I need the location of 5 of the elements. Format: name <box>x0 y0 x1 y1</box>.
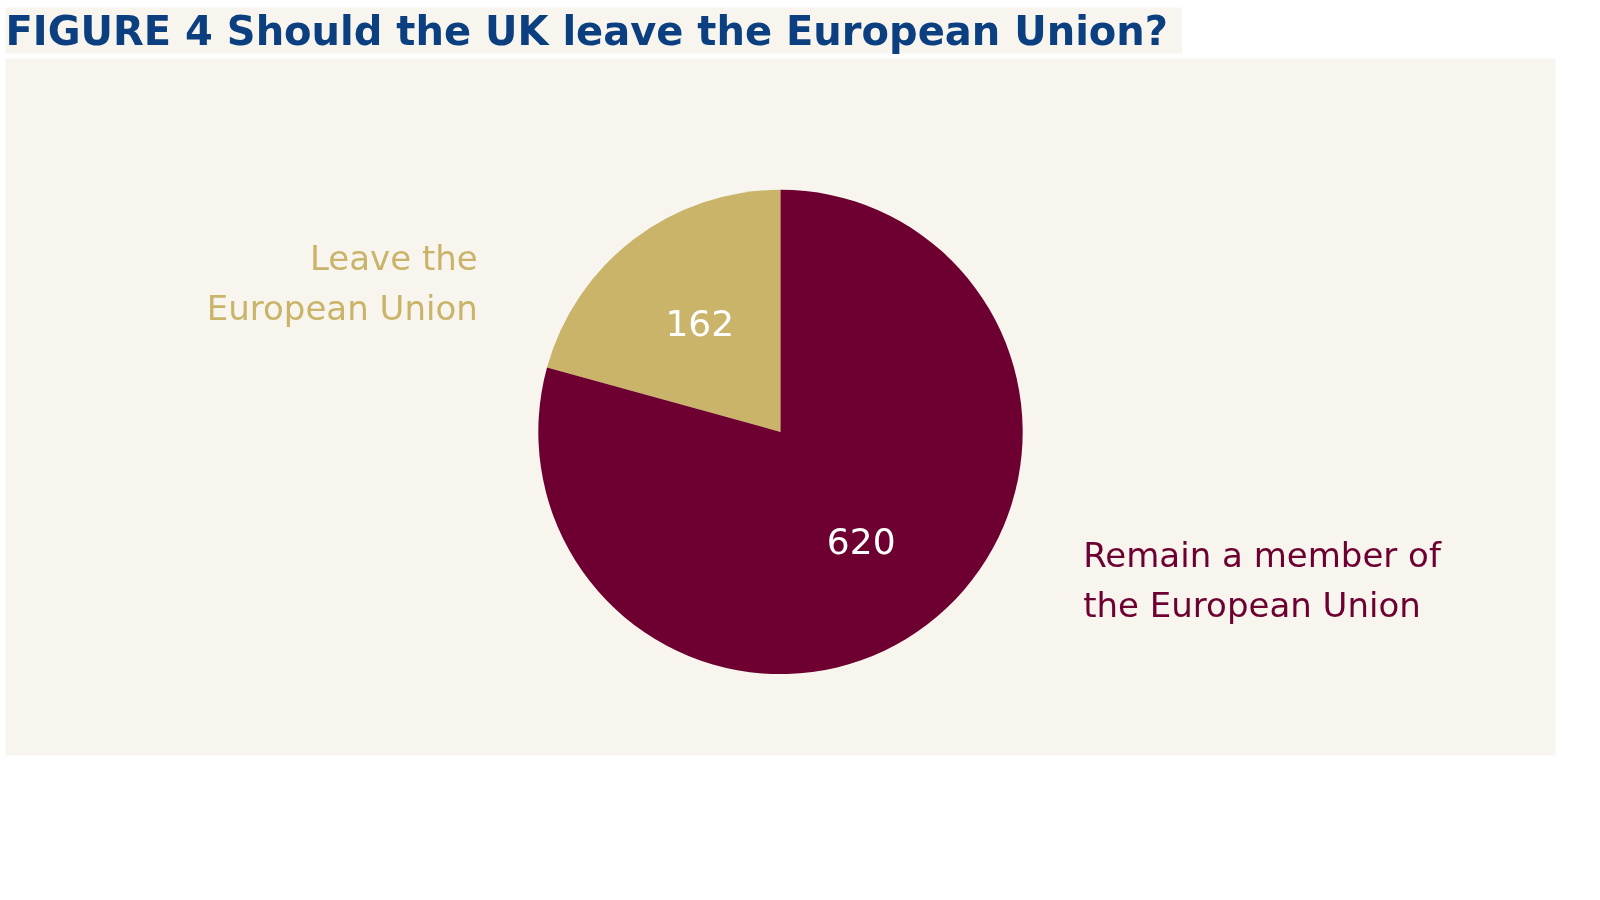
data-label: 620 <box>826 520 896 562</box>
chart-title: FIGURE 4 Should the UK leave the European Union? <box>5 7 1168 54</box>
data-label: 162 <box>665 302 735 344</box>
slice-label: Remain a member of the European Union <box>1083 535 1442 626</box>
slice-label: Leave the European Union <box>206 238 478 329</box>
